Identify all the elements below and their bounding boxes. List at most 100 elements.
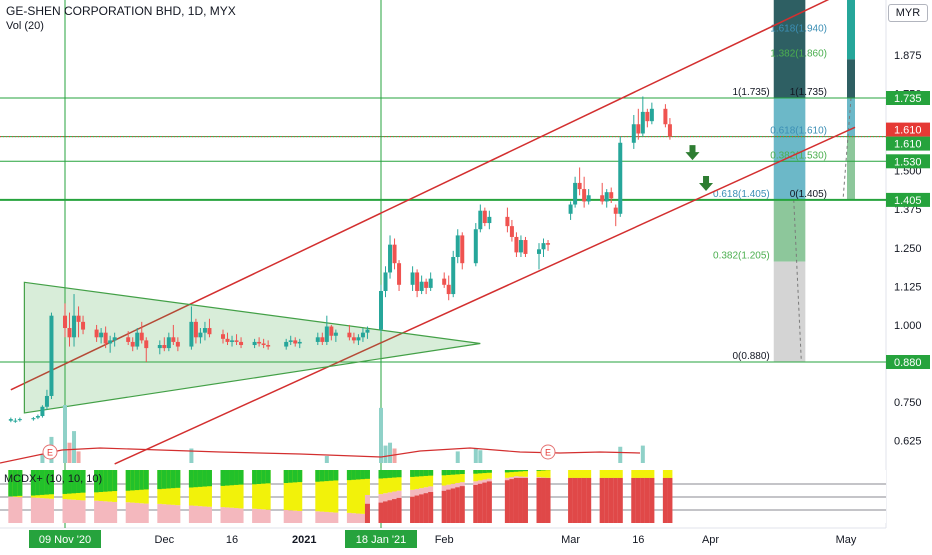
volume-bar bbox=[72, 431, 76, 463]
mcdx-bar-base bbox=[239, 508, 244, 523]
mcdx-bar-yellow bbox=[600, 470, 605, 478]
candle-body bbox=[384, 272, 388, 291]
mcdx-bar-green bbox=[288, 470, 293, 483]
candle-body bbox=[320, 337, 324, 342]
candle-body bbox=[429, 279, 433, 288]
mcdx-bar-base bbox=[257, 509, 262, 523]
mcdx-bar-red bbox=[613, 478, 618, 523]
mcdx-bar-green bbox=[424, 470, 429, 476]
candle-body bbox=[352, 337, 356, 340]
mcdx-bar-base bbox=[293, 511, 298, 523]
mcdx-bar-base bbox=[347, 513, 352, 523]
mcdx-bar-red bbox=[586, 478, 591, 523]
candle-body bbox=[605, 192, 609, 201]
mcdx-bar-green bbox=[175, 470, 180, 488]
mcdx-bar-yellow bbox=[631, 470, 636, 478]
mcdx-bar-base bbox=[356, 514, 361, 523]
mcdx-bar-green bbox=[365, 470, 370, 479]
mcdx-bar-yellow bbox=[573, 470, 578, 478]
mcdx-bar-green bbox=[157, 470, 162, 489]
mcdx-bar-green bbox=[388, 470, 393, 478]
mcdx-bar-green bbox=[410, 470, 415, 477]
candle-body bbox=[641, 112, 645, 134]
mcdx-bar-base bbox=[40, 498, 45, 523]
mcdx-bar-green bbox=[207, 470, 212, 486]
mcdx-bar-yellow bbox=[609, 470, 614, 478]
volume-bar bbox=[641, 446, 645, 463]
mcdx-bar-red bbox=[609, 478, 614, 523]
candle-body bbox=[239, 342, 243, 345]
mcdx-bar-green bbox=[257, 470, 262, 484]
mcdx-bar-green bbox=[221, 470, 226, 486]
mcdx-bar-green bbox=[351, 470, 356, 480]
time-tick-label: Mar bbox=[561, 534, 580, 546]
mcdx-bar-red bbox=[537, 478, 542, 523]
mcdx-bar-base bbox=[221, 507, 226, 523]
mcdx-bar-red bbox=[460, 486, 465, 523]
candle-body bbox=[510, 226, 514, 237]
mcdx-bar-yellow bbox=[636, 470, 641, 478]
fib-right-top-zone bbox=[847, 0, 855, 59]
mcdx-bar-red bbox=[419, 494, 424, 523]
mcdx-bar-base bbox=[202, 506, 207, 523]
mcdx-bar-yellow bbox=[667, 470, 672, 478]
price-tag-label: 1.735 bbox=[894, 93, 922, 105]
candle-body bbox=[162, 345, 166, 348]
candle-body bbox=[618, 143, 622, 214]
mcdx-bar-base bbox=[99, 501, 104, 523]
mcdx-bar-green bbox=[455, 470, 460, 474]
mcdx-bar-red bbox=[618, 478, 623, 523]
mcdx-bar-base bbox=[126, 502, 131, 523]
candle-body bbox=[104, 333, 108, 344]
currency-badge[interactable]: MYR bbox=[888, 4, 928, 22]
fib-right-label: 0.618(1.610) bbox=[770, 126, 827, 137]
mcdx-bar-red bbox=[397, 498, 402, 523]
candle-body bbox=[63, 316, 67, 328]
candle-body bbox=[582, 189, 586, 201]
mcdx-bar-base bbox=[144, 504, 149, 523]
price-tick-label: 0.750 bbox=[894, 397, 922, 409]
candle-body bbox=[140, 333, 144, 341]
mcdx-bar-red bbox=[631, 478, 636, 523]
mcdx-bar-green bbox=[139, 470, 144, 490]
mcdx-bar-base bbox=[108, 502, 113, 523]
mcdx-bar-base bbox=[63, 499, 68, 523]
mcdx-bar-red bbox=[505, 480, 510, 523]
volume-bar bbox=[456, 451, 460, 463]
candle-body bbox=[451, 257, 455, 294]
fib-left-label: 0(0.880) bbox=[732, 351, 769, 362]
mcdx-bar-red bbox=[640, 478, 645, 523]
mcdx-bar-red bbox=[379, 503, 384, 523]
candle-body bbox=[108, 340, 112, 343]
mcdx-bar-green bbox=[392, 470, 397, 478]
candle-body bbox=[478, 211, 482, 230]
price-tag-label: 1.610 bbox=[894, 139, 922, 151]
mcdx-bar-yellow bbox=[577, 470, 582, 478]
mcdx-bar-base bbox=[67, 499, 72, 523]
mcdx-bar-green bbox=[509, 470, 514, 472]
price-tag-label: 1.530 bbox=[894, 156, 922, 168]
mcdx-bar-red bbox=[482, 483, 487, 523]
mcdx-bar-green bbox=[261, 470, 266, 484]
candle-body bbox=[514, 237, 518, 252]
candle-body bbox=[293, 340, 297, 343]
candle-body bbox=[289, 340, 293, 342]
mcdx-bar-red bbox=[600, 478, 605, 523]
mcdx-bar-green bbox=[293, 470, 298, 482]
earnings-marker-label: E bbox=[545, 448, 551, 458]
mcdx-bar-base bbox=[8, 497, 13, 524]
candle-body bbox=[668, 124, 672, 136]
candle-body bbox=[329, 326, 333, 335]
mcdx-bar-yellow bbox=[618, 470, 623, 478]
mcdx-bar-green bbox=[193, 470, 198, 487]
candle-body bbox=[113, 337, 117, 340]
candle-body bbox=[460, 235, 464, 263]
mcdx-bar-red bbox=[446, 490, 451, 523]
candle-body bbox=[262, 343, 266, 345]
mcdx-bar-base bbox=[234, 508, 239, 523]
mcdx-bar-green bbox=[239, 470, 244, 485]
price-tick-label: 1.875 bbox=[894, 50, 922, 62]
mcdx-bar-base bbox=[112, 502, 117, 523]
